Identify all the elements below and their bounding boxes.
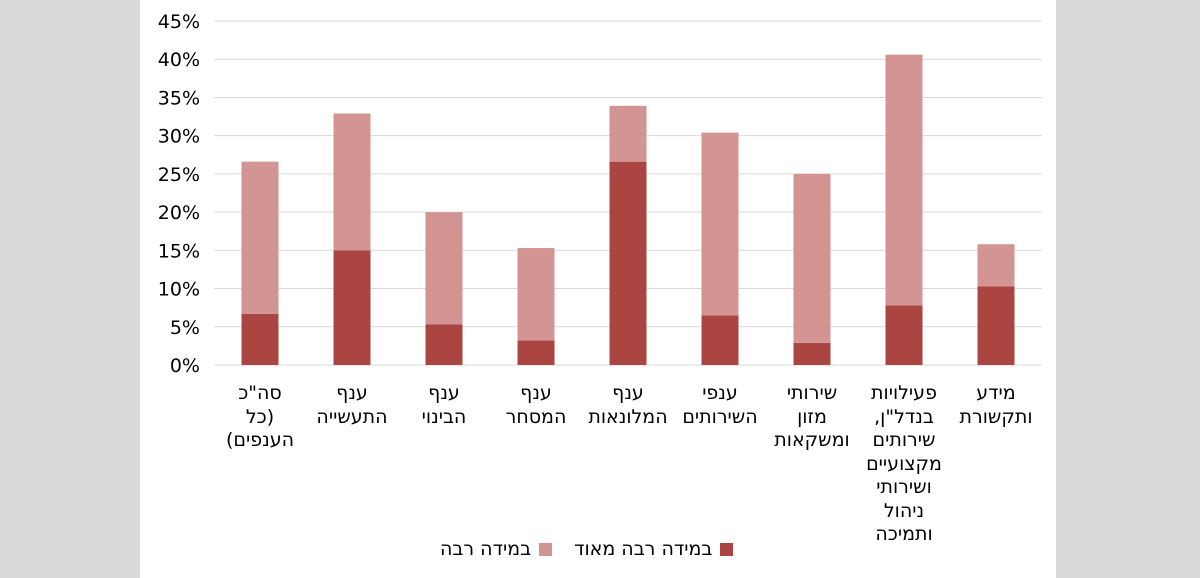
y-tick-label: 30% (158, 126, 200, 148)
legend-swatch-very-high (720, 542, 734, 556)
category-label: ענף הבינוי (421, 382, 467, 428)
y-tick-label: 20% (158, 202, 200, 224)
legend-label-high: במידה רבה (440, 538, 532, 560)
category-label: ענף המלונאות (588, 382, 668, 428)
bar-segment-high (885, 54, 923, 306)
bar-segment-very-high (793, 342, 831, 365)
bar-segment-high (517, 248, 555, 341)
bar-segment-very-high (241, 313, 279, 365)
chart-panel: 0% 5% 10% 15% 20% 25% 30% 35% 40% 45% סה"כ (כל הע… (140, 0, 1056, 578)
category-label: סה"כ (כל הענפים) (225, 382, 295, 451)
y-tick-label: 15% (158, 240, 200, 262)
y-tick-label: 10% (158, 279, 200, 301)
category-label: שירותי מזון ומשקאות (774, 382, 850, 451)
y-tick-label: 35% (158, 87, 200, 109)
bar-segment-very-high (425, 324, 463, 365)
y-tick-label: 45% (158, 11, 200, 33)
category-label: ענף התעשייה (316, 382, 388, 428)
bar-segment-very-high (701, 315, 739, 365)
legend-item-high: במידה רבה (440, 538, 553, 560)
bar-segment-high (793, 173, 831, 343)
bar-segment-very-high (885, 305, 923, 365)
legend: במידה רבה מאוד במידה רבה (440, 538, 734, 560)
legend-label-very-high: במידה רבה מאוד (574, 538, 713, 560)
stacked-bar-chart: 0% 5% 10% 15% 20% 25% 30% 35% 40% 45% (158, 11, 1042, 377)
legend-swatch-high (539, 542, 553, 556)
bar-segment-high (609, 105, 647, 162)
bar-segment-high (425, 212, 463, 325)
y-tick-label: 5% (170, 317, 200, 339)
bar-segment-very-high (333, 250, 371, 365)
bar-segment-high (333, 113, 371, 251)
legend-item-very-high: במידה רבה מאוד (574, 538, 734, 560)
bar-segment-very-high (977, 286, 1015, 365)
category-label: ענף המסחר (505, 382, 567, 428)
y-tick-label: 25% (158, 164, 200, 186)
category-label: ענפי השירותים (682, 382, 758, 428)
y-tick-label: 0% (170, 355, 200, 377)
category-label: מידע ותקשורת (959, 382, 1033, 428)
y-tick-label: 40% (158, 49, 200, 71)
bar-segment-high (701, 132, 739, 316)
bar-segment-high (241, 161, 279, 314)
bar-segment-very-high (609, 161, 647, 365)
bar-segment-very-high (517, 340, 555, 365)
bar-segment-high (977, 244, 1015, 287)
category-label: פעילויות בנדל"ן, שירותים מקצועיים ושירות… (866, 382, 942, 545)
